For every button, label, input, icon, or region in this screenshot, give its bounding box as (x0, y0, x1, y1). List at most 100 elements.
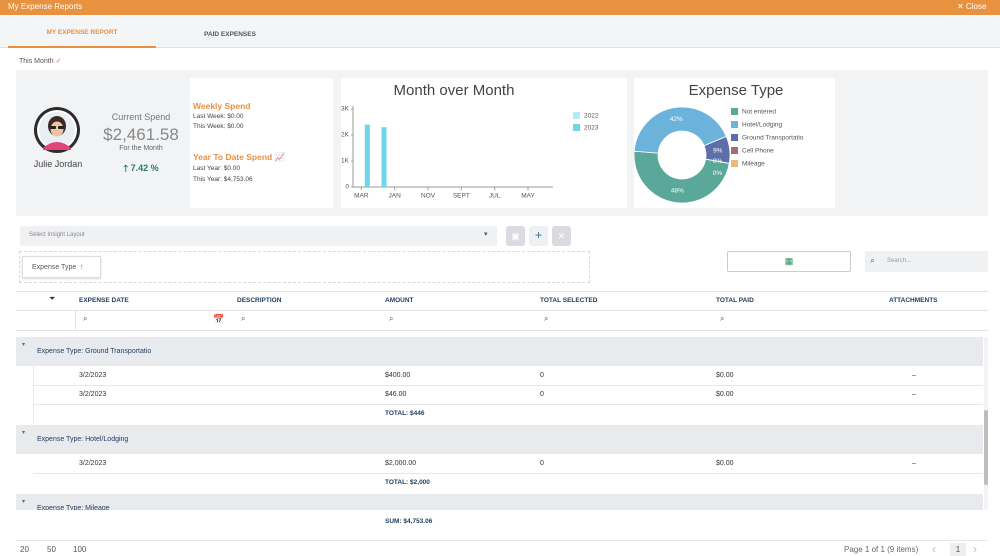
grid-top-border (16, 291, 988, 292)
pie-slice (705, 158, 730, 164)
column-header[interactable]: ATTACHMENTS (889, 297, 938, 304)
period-label: This Month (19, 58, 54, 65)
prev-page[interactable]: ‹ (932, 542, 936, 556)
legend-label: Not entered (742, 109, 776, 116)
group-panel (19, 251, 590, 283)
group-label: Expense Type: Ground Transportatio (37, 348, 152, 355)
header-border (16, 310, 988, 311)
filter-input[interactable]: ⌕ (389, 314, 394, 323)
search-box[interactable] (865, 251, 988, 272)
legend-label: Cell Phone (742, 148, 774, 155)
row-border (33, 385, 983, 386)
group-row[interactable] (16, 494, 983, 510)
export-button[interactable]: ▦ (727, 251, 851, 272)
bar (381, 127, 387, 187)
cell-attachments: – (912, 372, 916, 379)
group-total: TOTAL: $2,000 (385, 479, 430, 486)
delete-button[interactable]: ✕ (552, 226, 571, 246)
row-border (33, 404, 983, 405)
page-size[interactable]: 20 (20, 545, 29, 554)
close-label: Close (965, 2, 987, 11)
expand-all[interactable]: ⏷ (49, 294, 56, 303)
bar-chart: Month over Month 0 1K 2K 3K MAR JAN NOV SEPT JUL M… (341, 82, 599, 200)
column-header[interactable]: TOTAL PAID (716, 297, 754, 304)
column-header[interactable]: EXPENSE DATE (79, 297, 129, 304)
cell-amount: $400.00 (385, 372, 411, 379)
x-tick-label: JAN (389, 193, 402, 200)
period-select[interactable]: This Month ✓ (19, 58, 62, 65)
ytd-title-text: Year To Date Spend (193, 152, 273, 162)
page-number[interactable]: 1 (950, 543, 966, 556)
x-tick-label: MAY (521, 193, 535, 200)
pie-chart: Expense Type 48% Not entered 42% Hotel/Lodgi… (634, 82, 804, 204)
cell-date: 3/2/2023 (79, 460, 107, 467)
window-title: My Expense Reports (8, 2, 83, 11)
slice-label: 9% (713, 148, 723, 155)
page-size[interactable]: 50 (47, 545, 56, 554)
profile-name: Julie Jordan (33, 159, 83, 169)
group-chip[interactable]: Expense Type ↑ (22, 256, 101, 278)
search-icon: ⌕ (870, 255, 876, 265)
spend-change: 🡑 7.42 % (123, 163, 159, 173)
filter-input[interactable]: ⌕ (544, 314, 549, 323)
close-button[interactable]: ✕ Close (957, 2, 987, 11)
dropdown-arrow: ▾ (484, 231, 488, 238)
layout-placeholder: Select Insight Layout (29, 232, 85, 238)
bar-card (341, 78, 627, 208)
legend-swatch (731, 121, 738, 128)
column-header[interactable]: DESCRIPTION (237, 297, 282, 304)
group-row[interactable] (16, 425, 983, 454)
y-tick-label: 2K (341, 132, 350, 139)
layout-select[interactable] (20, 226, 497, 246)
cell-paid: $0.00 (716, 372, 734, 379)
current-spend-label: Current Spend (111, 112, 171, 122)
legend-swatch (731, 160, 738, 167)
chart-title: Month over Month (394, 82, 515, 99)
pie-slice (634, 150, 730, 204)
page-size[interactable]: 100 (73, 545, 87, 554)
next-page[interactable]: › (973, 542, 977, 556)
cell-selected: 0 (540, 391, 544, 398)
filter-input[interactable]: ⌕ (241, 314, 246, 323)
x-tick-label: MAR (354, 193, 369, 200)
column-header[interactable]: AMOUNT (385, 297, 414, 304)
group-toggle[interactable]: ▾ (22, 430, 26, 436)
ytd-title: Year To Date Spend 📈 (193, 152, 286, 162)
cell-paid: $0.00 (716, 391, 734, 398)
spend-card (190, 78, 333, 208)
tab[interactable]: PAID EXPENSES (204, 31, 256, 38)
grid-body: ▾ Expense Type: Ground Transportatio 3/2/2… (16, 337, 983, 510)
grid-sum: SUM: $4,753.06 (385, 518, 433, 525)
group-toggle[interactable]: ▾ (22, 499, 26, 505)
row-border (33, 473, 983, 474)
group-label: Expense Type: Mileage (37, 505, 110, 510)
filter-border (16, 330, 988, 331)
filter-divider (75, 311, 76, 330)
filter-input[interactable]: ⌕ (83, 314, 88, 323)
group-total: TOTAL: $446 (385, 410, 425, 417)
cell-selected: 0 (540, 460, 544, 467)
y-tick-label: 0 (345, 184, 349, 191)
cell-date: 3/2/2023 (79, 372, 107, 379)
tab-bar (0, 15, 1000, 48)
spend-change-value: 7.42 % (130, 163, 159, 173)
cell-selected: 0 (540, 372, 544, 379)
group-toggle[interactable]: ▾ (22, 342, 26, 348)
weekly-title: Weekly Spend (193, 101, 251, 111)
filter-input[interactable]: ⌕ (720, 314, 725, 323)
cell-amount: $2,000.00 (385, 460, 417, 467)
tab-active[interactable]: MY EXPENSE REPORT (8, 26, 156, 48)
scrollbar-thumb[interactable] (984, 410, 988, 485)
group-row[interactable] (16, 337, 983, 366)
legend-label: 2022 (584, 113, 599, 120)
calendar-icon[interactable]: 📅 (213, 314, 225, 324)
x-tick-label: SEPT (453, 193, 470, 200)
add-button[interactable]: + (529, 226, 548, 246)
legend-swatch (573, 112, 580, 119)
cell-attachments: – (912, 460, 916, 467)
cell-amount: $46.00 (385, 391, 407, 398)
save-button[interactable]: ▣ (506, 226, 525, 246)
search-placeholder: Search... (887, 258, 912, 264)
column-header[interactable]: TOTAL SELECTED (540, 297, 598, 304)
